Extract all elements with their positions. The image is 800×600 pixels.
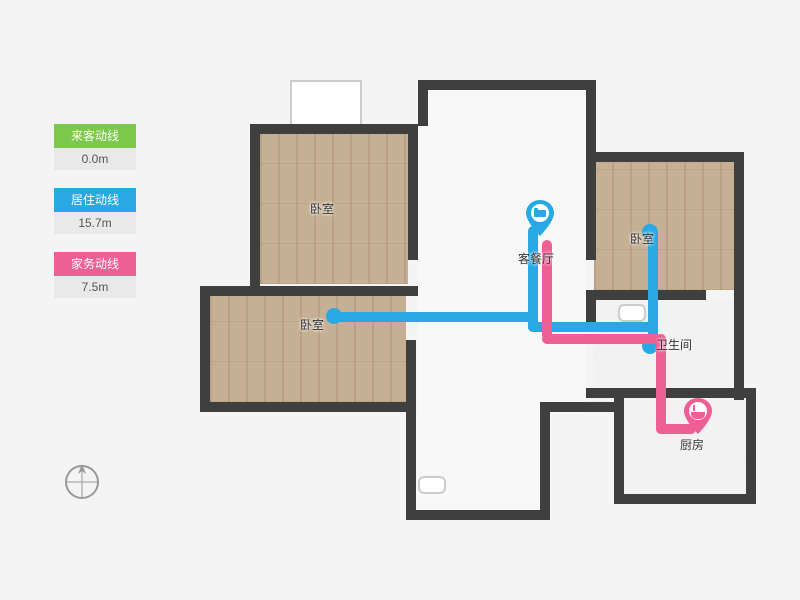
room-label: 卧室 xyxy=(300,316,324,333)
bed-marker-icon xyxy=(526,200,554,236)
wall xyxy=(586,290,706,300)
wall xyxy=(746,388,756,504)
wall xyxy=(614,398,624,504)
wall xyxy=(586,152,744,162)
wall xyxy=(614,494,756,504)
bedroom-2 xyxy=(594,162,734,290)
wall xyxy=(734,152,744,400)
path-endpoint xyxy=(326,308,342,324)
living-floor xyxy=(418,90,586,414)
living-path xyxy=(528,312,538,332)
house-path xyxy=(542,334,662,344)
room-label: 客餐厅 xyxy=(518,250,554,267)
living-path xyxy=(332,312,538,322)
wall xyxy=(586,388,756,398)
legend-item-living: 居住动线 15.7m xyxy=(54,188,136,234)
living-path xyxy=(528,226,538,322)
room-label: 卫生间 xyxy=(656,336,692,353)
wall xyxy=(200,402,416,412)
wall xyxy=(418,80,428,126)
sink-icon xyxy=(618,304,646,322)
wall xyxy=(586,162,596,260)
legend-label: 居住动线 xyxy=(54,188,136,212)
compass-icon xyxy=(60,460,104,504)
wall xyxy=(540,402,550,520)
wall xyxy=(200,286,210,412)
legend-value: 7.5m xyxy=(54,276,136,298)
wall xyxy=(540,402,624,412)
window xyxy=(290,80,362,126)
wall xyxy=(200,286,418,296)
wall xyxy=(250,124,418,134)
room-label: 卧室 xyxy=(310,200,334,217)
wall xyxy=(250,124,260,294)
legend-label: 来客动线 xyxy=(54,124,136,148)
wall xyxy=(586,80,596,162)
wall xyxy=(406,402,416,520)
legend-item-house: 家务动线 7.5m xyxy=(54,252,136,298)
sink-icon xyxy=(418,476,446,494)
wall xyxy=(408,124,418,260)
wall xyxy=(418,80,596,90)
legend-value: 15.7m xyxy=(54,212,136,234)
legend-item-guest: 来客动线 0.0m xyxy=(54,124,136,170)
hall-floor xyxy=(408,414,540,512)
room-label: 卧室 xyxy=(630,230,654,247)
bath-marker-icon xyxy=(684,398,712,434)
room-label: 厨房 xyxy=(680,436,704,453)
floor-plan: 卧室 卧室 卧室 客餐厅 卫生间 厨房 xyxy=(190,80,760,520)
legend-value: 0.0m xyxy=(54,148,136,170)
wall xyxy=(406,510,550,520)
legend-label: 家务动线 xyxy=(54,252,136,276)
